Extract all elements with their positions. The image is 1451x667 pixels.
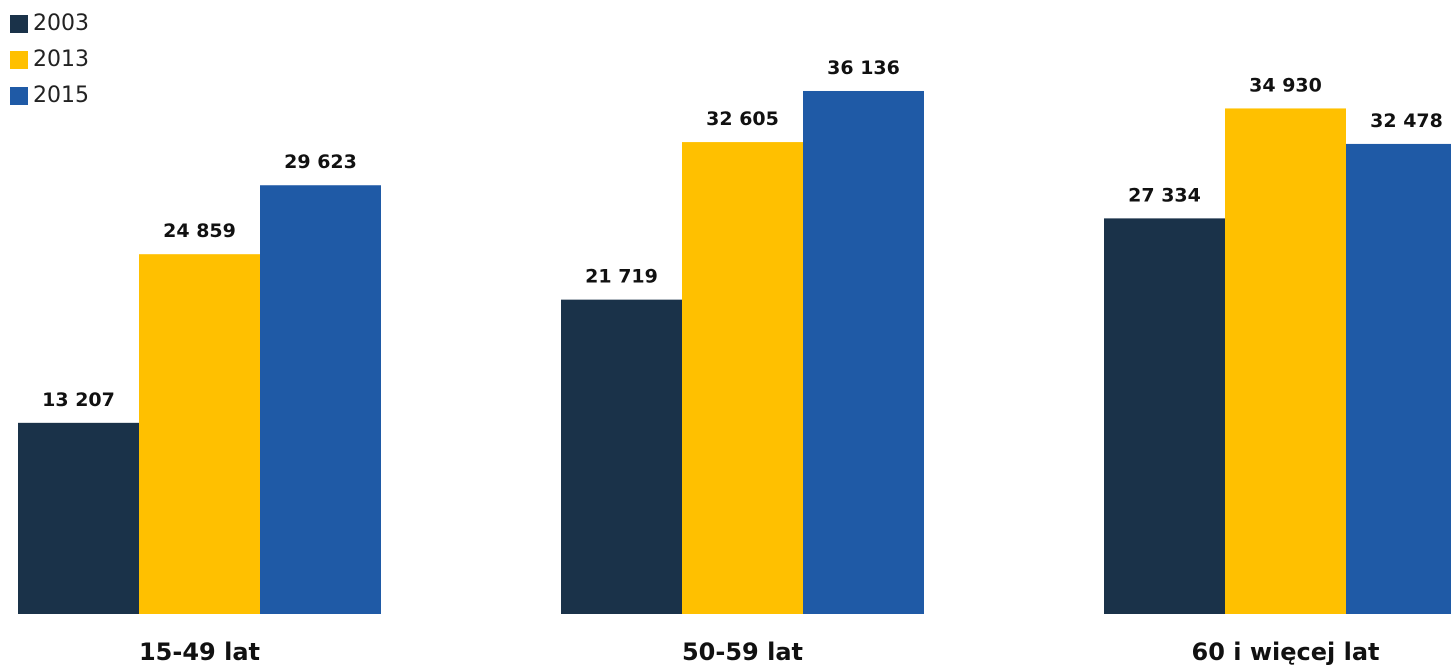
legend-item-2015: 2015 xyxy=(10,78,89,114)
value-label-2013-2: 32 605 xyxy=(706,108,779,130)
bar-2015-2 xyxy=(803,90,924,615)
legend-swatch-2015 xyxy=(10,87,28,105)
legend-swatch-2003 xyxy=(10,15,28,33)
category-label-2: 50-59 lat xyxy=(682,638,803,666)
value-label-2015-2: 36 136 xyxy=(827,57,900,79)
legend-item-2013: 2013 xyxy=(10,42,89,78)
value-label-2015-3: 32 478 xyxy=(1370,110,1443,132)
bar-2015-3 xyxy=(1346,143,1451,614)
category-label-1: 15-49 lat xyxy=(139,638,260,666)
value-label-2013-3: 34 930 xyxy=(1249,74,1322,96)
bar-2013-3 xyxy=(1225,108,1346,615)
legend-label-2003: 2003 xyxy=(33,11,89,36)
value-label-2003-1: 13 207 xyxy=(42,389,115,411)
bar-2013-1 xyxy=(139,254,260,615)
bars-layer xyxy=(18,90,1451,615)
legend-label-2015: 2015 xyxy=(33,83,89,108)
category-label-3: 60 i więcej lat xyxy=(1192,638,1380,666)
value-label-2003-2: 21 719 xyxy=(585,266,658,288)
value-label-2003-3: 27 334 xyxy=(1128,184,1201,206)
bar-2003-1 xyxy=(18,422,139,614)
bar-2013-2 xyxy=(682,142,803,615)
bar-2003-3 xyxy=(1104,218,1225,614)
value-label-2015-1: 29 623 xyxy=(284,151,357,173)
value-label-2013-1: 24 859 xyxy=(163,220,236,242)
legend-swatch-2013 xyxy=(10,51,28,69)
legend-item-2003: 2003 xyxy=(10,6,89,42)
legend: 2003 2013 2015 xyxy=(10,6,89,114)
category-labels-layer: 15-49 lat 50-59 lat 60 i więcej lat xyxy=(139,638,1380,666)
legend-label-2013: 2013 xyxy=(33,47,89,72)
bar-2003-2 xyxy=(561,299,682,614)
value-labels-layer: 13 207 24 859 29 623 21 719 32 605 36 136 27 3… xyxy=(42,57,1443,411)
bar-2015-1 xyxy=(260,185,381,615)
